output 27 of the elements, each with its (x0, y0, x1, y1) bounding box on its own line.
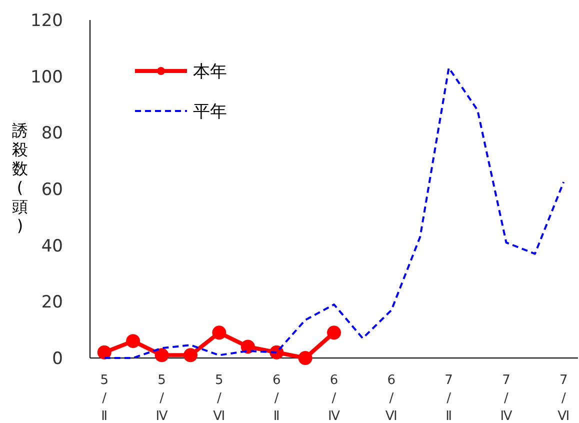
x-tick-label: 6/Ⅵ (385, 373, 398, 423)
point (126, 334, 140, 348)
x-tick-label: 5/Ⅵ (213, 373, 226, 423)
y-tick-label: 40 (41, 236, 63, 256)
y-tick-label: 80 (41, 124, 63, 144)
point (97, 345, 112, 360)
point (183, 348, 198, 362)
y-tick-label: 0 (52, 349, 63, 369)
point (327, 326, 341, 340)
x-tick-label: 7/Ⅱ (444, 373, 453, 423)
legend-label: 本年 (193, 62, 227, 82)
point (298, 351, 312, 365)
x-tick-label: 6/Ⅱ (272, 373, 281, 423)
x-tick-label: 6/Ⅳ (328, 373, 340, 423)
point (240, 340, 255, 354)
y-tick-label: 120 (30, 11, 63, 31)
x-tick-label: 5/Ⅱ (100, 373, 108, 423)
point (154, 348, 169, 362)
y-tick-label: 100 (30, 67, 63, 88)
x-tick-label: 7/Ⅵ (558, 373, 570, 423)
y-axis-title: 誘殺数(頭) (12, 121, 28, 235)
x-tick-label: 5/Ⅳ (156, 373, 168, 423)
y-tick-label: 20 (41, 292, 63, 313)
legend-label: 平年 (193, 102, 227, 122)
y-tick-label: 60 (41, 180, 63, 200)
point (212, 326, 226, 340)
x-tick-label: 7/Ⅳ (500, 373, 512, 423)
